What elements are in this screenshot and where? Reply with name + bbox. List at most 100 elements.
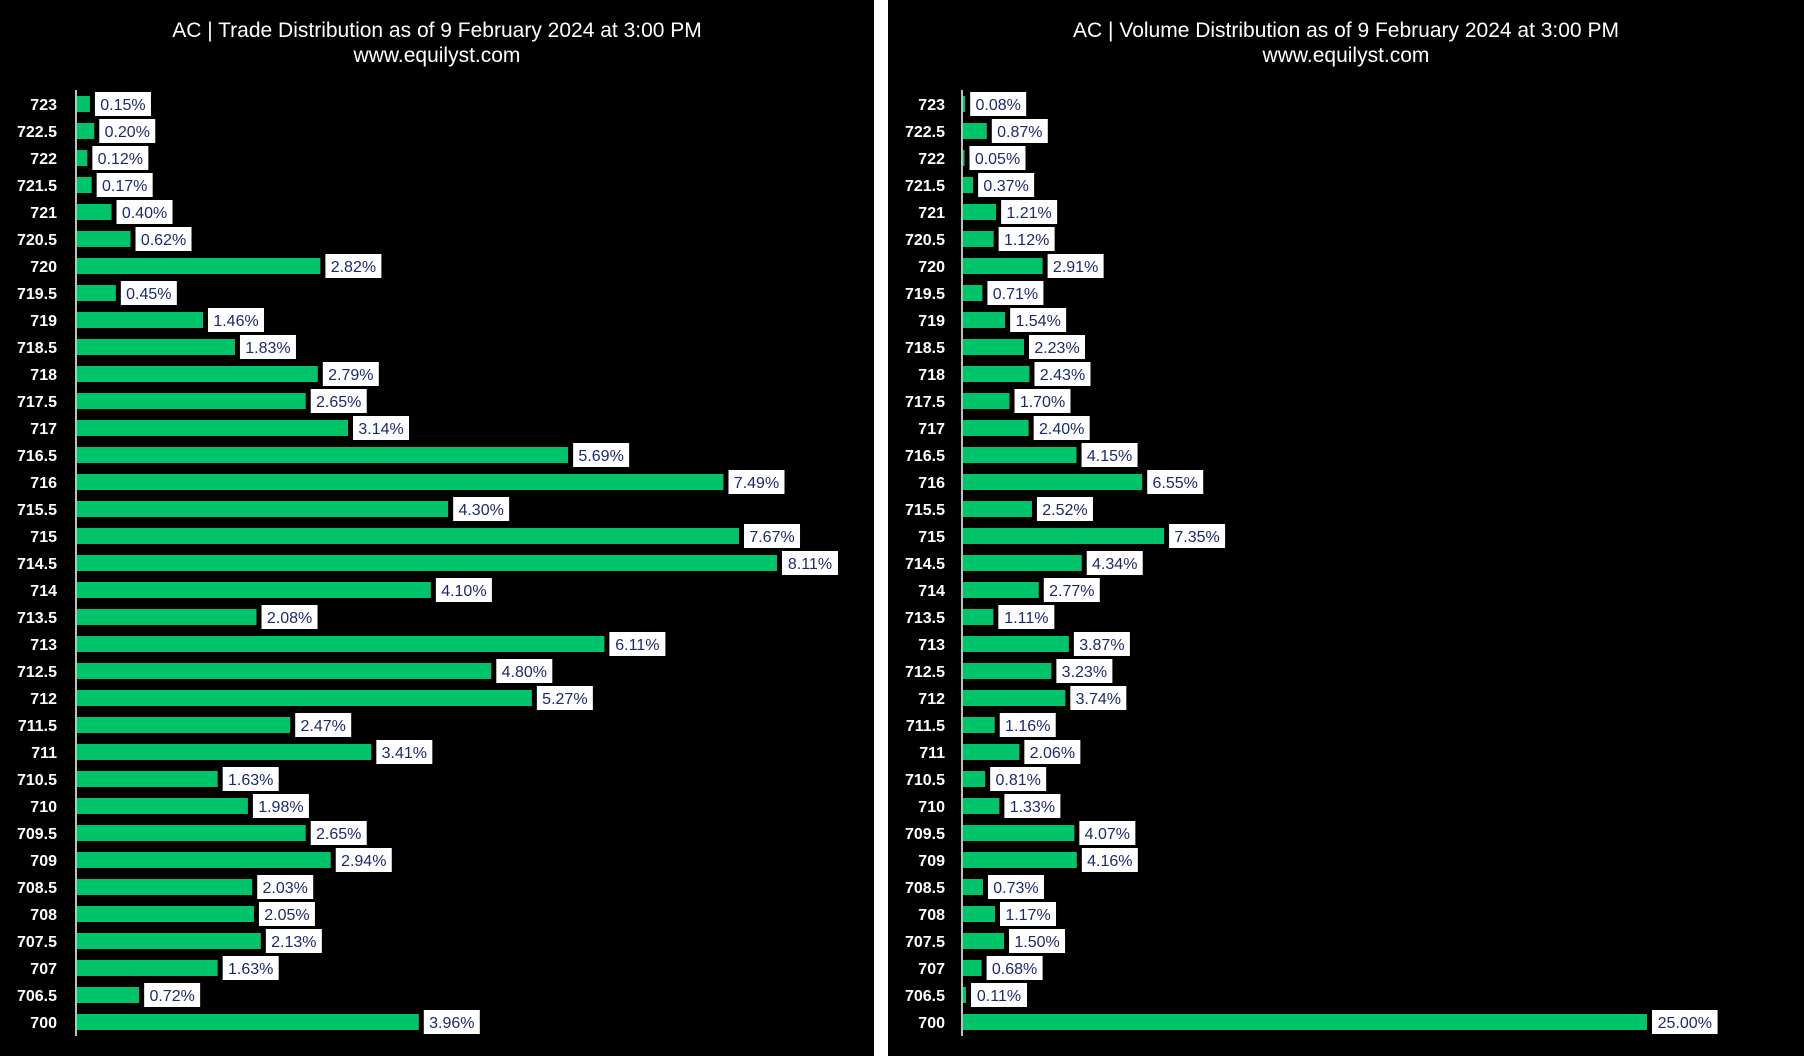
data-label-box [1070,686,1127,710]
data-label-text: 7.67% [749,529,794,546]
data-label-box [1043,578,1100,602]
data-label-box [353,416,410,440]
data-label: 1.12% [998,227,1055,251]
data-label-box [999,713,1056,737]
data-label-box [1001,200,1058,224]
data-label-box [1010,308,1067,332]
data-label-box [453,497,510,521]
data-label-text: 4.07% [1085,826,1130,843]
y-tick-label: 718 [918,367,945,384]
data-label: 3.96% [423,1010,480,1034]
bar [963,204,997,220]
data-label: 2.82% [325,254,382,278]
data-label: 2.13% [265,929,322,953]
data-label: 0.40% [116,200,173,224]
y-tick-label: 722.5 [17,124,57,141]
bar [963,150,965,166]
data-label-box [987,875,1044,899]
bar [77,312,204,328]
y-tick-label: 722 [918,151,945,168]
data-label: 1.11% [998,605,1055,629]
bar [963,771,986,787]
data-label-box [96,173,153,197]
bar [963,177,974,193]
data-label-text: 2.94% [341,853,386,870]
chart-title: AC | Trade Distribution as of 9 February… [172,19,702,42]
y-tick-label: 713 [30,637,57,654]
bar [77,339,235,355]
bar [77,393,306,409]
y-tick-label: 712.5 [905,664,945,681]
bar [77,825,306,841]
data-label: 2.65% [310,821,367,845]
y-tick-label: 719 [30,313,57,330]
data-label-text: 2.82% [331,259,376,276]
data-label: 4.10% [435,578,492,602]
data-label: 0.12% [92,146,149,170]
bar [77,366,318,382]
y-tick-label: 709 [918,853,945,870]
data-label-box [208,308,265,332]
data-label-text: 2.65% [316,394,361,411]
data-label-box [325,254,382,278]
data-label-box [728,470,785,494]
y-tick-label: 707.5 [905,934,945,951]
data-label-text: 4.15% [1087,448,1132,465]
data-label-box [744,524,801,548]
data-label-box [222,767,279,791]
y-tick-label: 716 [918,475,945,492]
bar [77,123,95,139]
data-label: 2.05% [258,902,315,926]
bar [77,555,777,571]
bar [963,123,987,139]
y-tick-label: 700 [30,1015,57,1032]
bar [77,771,218,787]
data-label-text: 4.80% [502,664,547,681]
y-tick-label: 710.5 [905,772,945,789]
data-label-text: 4.16% [1087,853,1132,870]
bar [963,528,1165,544]
bar [77,987,140,1003]
data-label-box [609,632,666,656]
data-label: 7.35% [1169,524,1226,548]
bar [963,825,1075,841]
bar [963,501,1032,517]
data-label-text: 0.71% [993,286,1038,303]
data-label-box [376,740,433,764]
bar [77,420,349,436]
data-label-box [310,821,367,845]
data-label-box [971,983,1028,1007]
data-label-box [94,92,151,116]
data-label-text: 6.55% [1153,475,1198,492]
y-tick-label: 715 [918,529,945,546]
data-label: 2.47% [295,713,352,737]
bar [77,798,248,814]
y-tick-label: 718.5 [905,340,945,357]
data-label-text: 3.23% [1062,664,1107,681]
data-label-text: 1.70% [1020,394,1065,411]
data-label: 3.87% [1073,632,1130,656]
bar [963,636,1069,652]
data-label-box [1024,740,1081,764]
data-label-box [1004,794,1061,818]
data-label-box [252,794,309,818]
chart-subtitle: www.equilyst.com [353,44,521,67]
y-tick-label: 716.5 [905,448,945,465]
data-label-box [986,956,1043,980]
y-tick-label: 715 [30,529,57,546]
bar [963,420,1029,436]
bar [963,366,1030,382]
data-label-text: 0.68% [992,961,1037,978]
data-label: 4.30% [453,497,510,521]
bar [77,852,331,868]
y-tick-label: 708 [918,907,945,924]
y-tick-label: 713.5 [905,610,945,627]
data-label: 4.07% [1079,821,1136,845]
bar [963,285,983,301]
data-label: 2.52% [1036,497,1093,521]
data-label-box [265,929,322,953]
y-tick-label: 720.5 [905,232,945,249]
y-tick-label: 714 [918,583,945,600]
data-label: 25.00% [1652,1010,1718,1034]
data-label-text: 0.05% [975,151,1020,168]
